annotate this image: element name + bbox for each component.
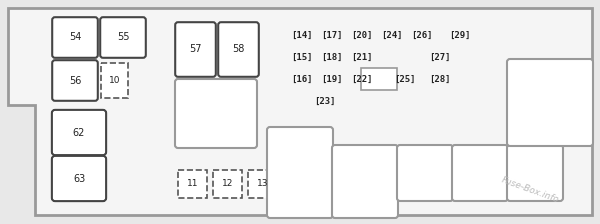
- FancyBboxPatch shape: [452, 145, 508, 201]
- Text: [27]: [27]: [429, 52, 451, 62]
- FancyBboxPatch shape: [507, 145, 563, 201]
- Text: Fuse-Box.info: Fuse-Box.info: [500, 175, 560, 205]
- FancyBboxPatch shape: [52, 17, 98, 58]
- Text: [16]: [16]: [291, 75, 313, 84]
- FancyBboxPatch shape: [507, 59, 593, 146]
- Text: [28]: [28]: [429, 75, 451, 84]
- FancyBboxPatch shape: [100, 17, 146, 58]
- FancyBboxPatch shape: [52, 110, 106, 155]
- Text: [29]: [29]: [449, 30, 471, 39]
- Text: 13: 13: [257, 179, 268, 189]
- FancyBboxPatch shape: [175, 22, 216, 77]
- Text: 63: 63: [73, 174, 85, 183]
- Polygon shape: [8, 8, 592, 215]
- FancyBboxPatch shape: [332, 145, 398, 218]
- Text: 58: 58: [232, 45, 245, 54]
- Text: 10: 10: [109, 76, 120, 85]
- FancyBboxPatch shape: [267, 127, 333, 218]
- Text: [22]: [22]: [351, 75, 373, 84]
- Bar: [361, 68, 397, 90]
- FancyBboxPatch shape: [52, 156, 106, 201]
- Text: 56: 56: [69, 75, 81, 86]
- Text: [15]: [15]: [291, 52, 313, 62]
- Text: [26]: [26]: [411, 30, 433, 39]
- Text: [20]: [20]: [351, 30, 373, 39]
- Text: 55: 55: [117, 32, 129, 43]
- Text: [14]: [14]: [291, 30, 313, 39]
- FancyBboxPatch shape: [175, 79, 257, 148]
- Text: 54: 54: [69, 32, 81, 43]
- Text: 11: 11: [187, 179, 198, 189]
- Text: [17]: [17]: [321, 30, 343, 39]
- Text: [24]: [24]: [381, 30, 403, 39]
- Bar: [248, 170, 277, 198]
- Text: 62: 62: [73, 127, 85, 138]
- FancyBboxPatch shape: [397, 145, 453, 201]
- FancyBboxPatch shape: [52, 60, 98, 101]
- Text: [19]: [19]: [321, 75, 343, 84]
- FancyBboxPatch shape: [218, 22, 259, 77]
- Text: 57: 57: [189, 45, 202, 54]
- Bar: [213, 170, 242, 198]
- Text: [21]: [21]: [351, 52, 373, 62]
- Text: [25]: [25]: [394, 75, 416, 84]
- Text: 12: 12: [222, 179, 233, 189]
- Bar: [178, 170, 207, 198]
- Text: [23]: [23]: [314, 97, 336, 106]
- Bar: [101, 63, 128, 98]
- Text: [18]: [18]: [321, 52, 343, 62]
